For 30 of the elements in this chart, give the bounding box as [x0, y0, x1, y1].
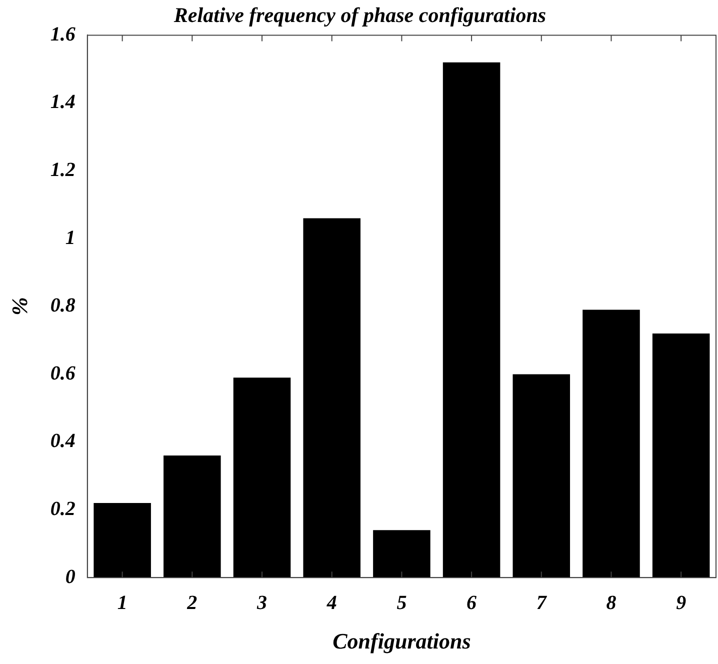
x-tick-label: 7 — [536, 592, 548, 614]
y-tick-label: 1.6 — [50, 23, 76, 46]
bar — [373, 530, 430, 578]
bar — [303, 218, 360, 578]
bar — [442, 62, 500, 578]
x-tick-label: 3 — [256, 592, 268, 614]
x-tick-label: 5 — [396, 592, 407, 614]
x-tick-label: 9 — [676, 592, 686, 614]
x-tick-label: 2 — [186, 592, 198, 614]
y-tick-label: 0.4 — [50, 430, 76, 452]
x-tick-label: 6 — [466, 592, 477, 614]
x-axis-title: Configurations — [332, 628, 471, 654]
bar — [582, 310, 640, 578]
y-tick-label: 1.4 — [50, 91, 76, 114]
bar — [164, 456, 221, 578]
bar — [652, 334, 710, 578]
x-tick-label: 1 — [117, 592, 128, 614]
bar — [233, 378, 291, 578]
y-tick-label: 1 — [65, 226, 76, 249]
x-tick-label: 4 — [326, 592, 337, 614]
y-tick-label: 0.8 — [50, 294, 76, 317]
y-axis-title: % — [6, 297, 32, 316]
x-tick-label: 8 — [606, 592, 616, 614]
bar — [512, 374, 570, 578]
bar — [94, 503, 151, 578]
y-tick-label: 0.6 — [50, 362, 76, 384]
y-tick-label: 0 — [65, 566, 76, 588]
y-tick-label: 1.2 — [50, 158, 76, 181]
y-tick-label: 0.2 — [50, 498, 76, 520]
chart-title: Relative frequency of phase configurations — [172, 3, 546, 28]
